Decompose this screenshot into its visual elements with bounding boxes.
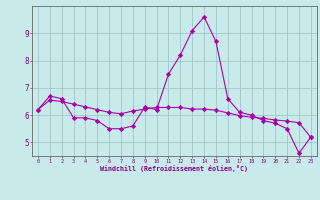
- X-axis label: Windchill (Refroidissement éolien,°C): Windchill (Refroidissement éolien,°C): [100, 165, 248, 172]
